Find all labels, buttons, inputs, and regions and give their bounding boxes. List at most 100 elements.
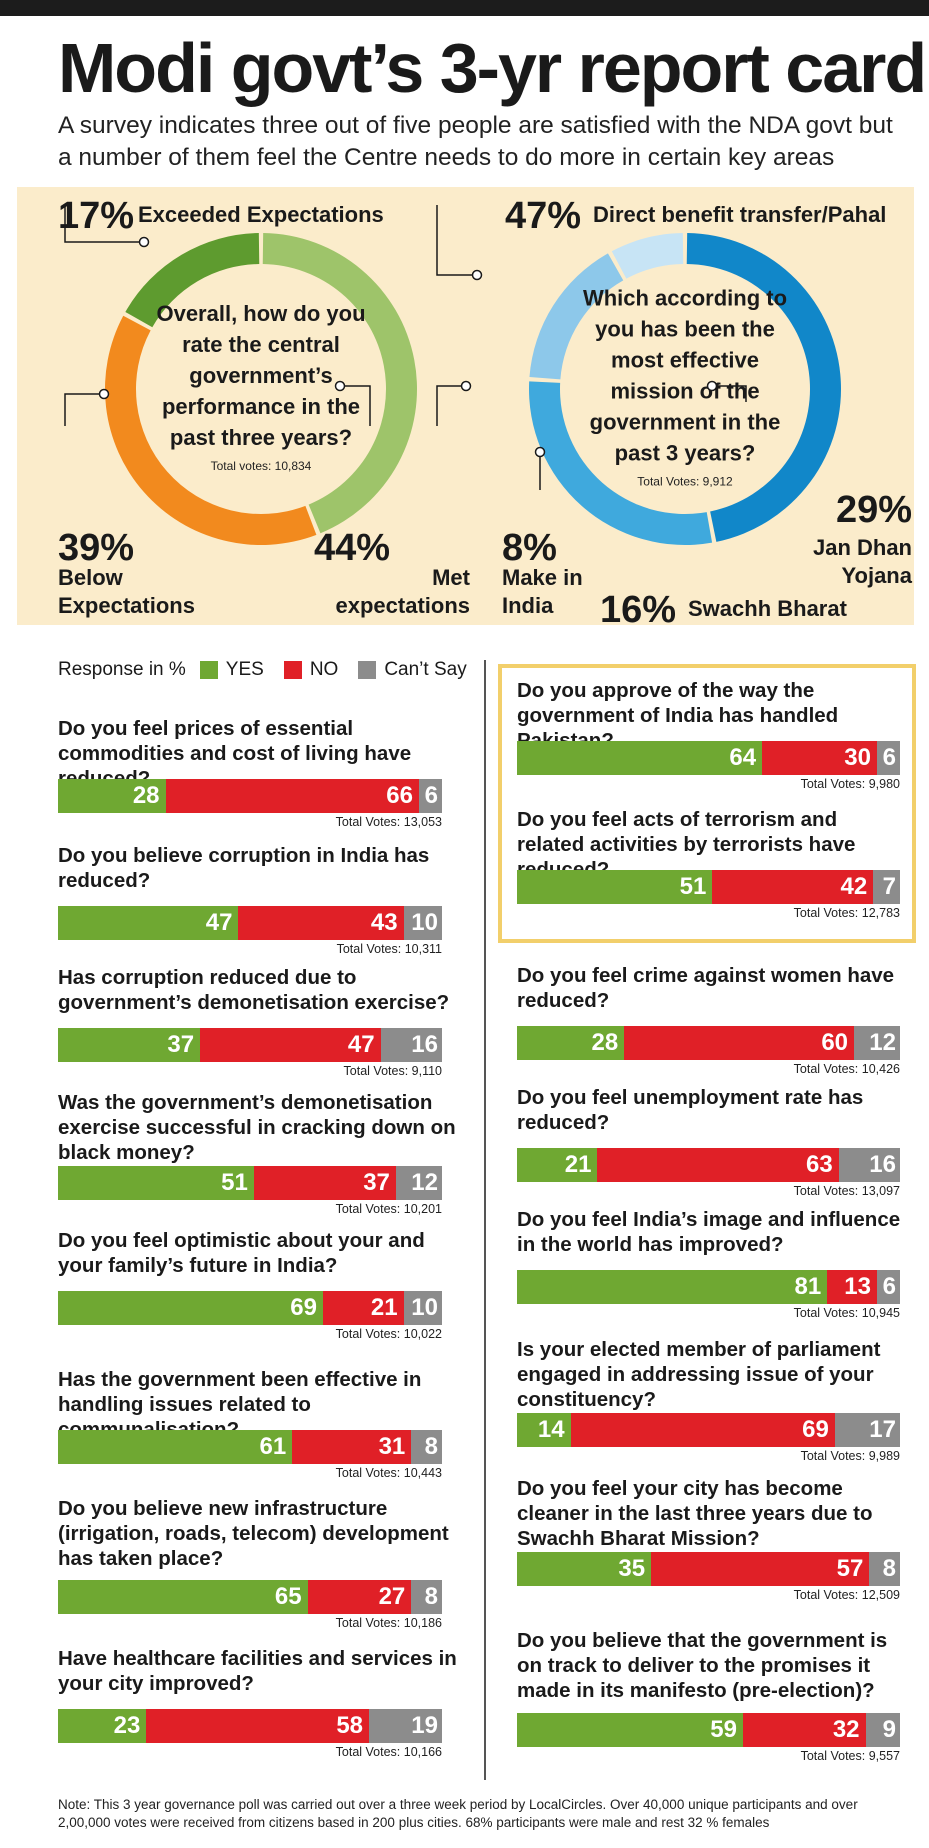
donut-1-slice-1-label: Met <box>432 565 471 590</box>
votes-right-2: Total Votes: 12,783 <box>793 906 900 920</box>
bar-left-4-no-label: 37 <box>363 1169 390 1196</box>
donut-2-slice-4 <box>611 233 684 279</box>
bar-left-2-yes: 47 <box>58 906 239 940</box>
donut-2-slice-2-value: 29% <box>836 489 912 531</box>
bar-left-5-cant-say-label: 10 <box>411 1294 438 1321</box>
bar-left-6: 61 31 8 <box>58 1430 442 1464</box>
question-left-5: Do you feel optimistic about your and yo… <box>58 1229 425 1277</box>
bar-left-4: 51 37 12 <box>58 1166 442 1200</box>
bar-right-1-no-label: 30 <box>844 744 871 771</box>
bar-left-8-no: 58 <box>146 1709 370 1743</box>
bar-left-6-yes: 61 <box>58 1430 293 1464</box>
donut-2-slice-2-label: Jan Dhan <box>813 535 912 560</box>
bar-left-4-yes: 51 <box>58 1166 254 1200</box>
bar-right-2-cant-say-label: 7 <box>882 873 896 900</box>
bar-left-7-no-label: 27 <box>378 1583 406 1610</box>
leader-line-2 <box>64 393 104 426</box>
bar-right-3-yes: 28 <box>517 1026 625 1060</box>
bar-right-6-no-label: 69 <box>802 1416 829 1443</box>
donut-2-slice-4-label: India <box>502 593 554 618</box>
bar-right-3-cant-say-label: 12 <box>869 1029 896 1056</box>
bar-left-7-cant-say-label: 8 <box>424 1583 438 1610</box>
donut-2-slice-4-label: Make in <box>502 565 583 590</box>
bar-left-3-no-label: 47 <box>347 1031 375 1058</box>
bar-left-8-cant-say-label: 19 <box>411 1712 438 1739</box>
legend-title: Response in % <box>58 659 186 680</box>
donut-1-slice-2-label: Expectations <box>58 593 195 618</box>
donut-1-slice-1 <box>262 233 418 534</box>
legend-swatch-no <box>283 661 302 679</box>
bar-left-2-yes-label: 47 <box>205 909 233 936</box>
donut-1-question-line: rate the central <box>182 332 340 357</box>
bar-right-5: 81 13 6 <box>517 1270 900 1304</box>
bar-left-5-yes: 69 <box>58 1291 323 1325</box>
bar-left-5: 69 21 10 <box>58 1291 442 1325</box>
bar-right-2-yes: 51 <box>517 870 713 904</box>
bar-right-8-no-label: 32 <box>832 1716 860 1743</box>
bar-right-2-cant-say: 7 <box>873 870 900 904</box>
leader-line-1 <box>64 205 144 243</box>
bar-right-1-no: 30 <box>762 741 877 775</box>
leader-dot-3 <box>334 380 346 392</box>
bar-left-2-cant-say-label: 10 <box>411 909 438 936</box>
bar-left-3-no: 47 <box>200 1028 381 1062</box>
bar-right-3-no-label: 60 <box>821 1029 849 1056</box>
bar-right-6-no: 69 <box>570 1413 835 1447</box>
bar-right-4: 21 63 16 <box>517 1148 900 1182</box>
donut-1-question-line: performance in the <box>162 394 360 419</box>
votes-right-7: Total Votes: 12,509 <box>793 1588 900 1602</box>
leader-dot-4 <box>471 269 483 281</box>
donut-2-slice-4-value: 8% <box>502 527 557 569</box>
donut-1-question-line: Overall, how do you <box>156 301 365 326</box>
bar-left-1-yes-label: 28 <box>132 782 160 809</box>
leader-line-7 <box>436 385 466 426</box>
bar-right-8-cant-say-label: 9 <box>882 1716 896 1743</box>
bar-right-5-yes: 81 <box>517 1270 828 1304</box>
donut-2-slice-3-value: 16% <box>600 589 676 631</box>
votes-left-2: Total Votes: 10,311 <box>336 942 442 956</box>
column-divider <box>484 660 486 1780</box>
leader-line-4 <box>436 205 477 276</box>
question-right-8: Do you believe that the government is on… <box>517 1629 888 1702</box>
donut-1-slice-3-label: Exceeded Expectations <box>138 202 384 227</box>
bar-right-3-yes-label: 28 <box>591 1029 619 1056</box>
bar-left-2-no: 43 <box>238 906 404 940</box>
question-left-2: Do you believe corruption in India has r… <box>58 844 430 892</box>
bar-right-5-yes-label: 81 <box>794 1273 822 1300</box>
leader-dot-6 <box>534 446 546 458</box>
votes-left-5: Total Votes: 10,022 <box>335 1327 442 1341</box>
votes-right-6: Total Votes: 9,989 <box>800 1449 900 1463</box>
bar-left-3-cant-say-label: 16 <box>411 1031 438 1058</box>
question-left-6: Has the government been effective in han… <box>58 1368 422 1441</box>
bar-left-8-yes: 23 <box>58 1709 147 1743</box>
leader-line-3 <box>340 385 371 426</box>
bar-right-5-cant-say: 6 <box>877 1270 900 1304</box>
bar-right-4-cant-say: 16 <box>838 1148 900 1182</box>
votes-left-8: Total Votes: 10,166 <box>335 1745 442 1759</box>
bar-left-1-no-label: 66 <box>386 782 413 809</box>
bar-right-1: 64 30 6 <box>517 741 900 775</box>
bar-left-4-cant-say: 12 <box>395 1166 442 1200</box>
bar-left-4-yes-label: 51 <box>221 1169 248 1196</box>
bar-right-4-cant-say-label: 16 <box>869 1151 896 1178</box>
leader-line-5 <box>712 385 747 402</box>
bar-right-8-yes: 59 <box>517 1713 743 1747</box>
bar-left-2-no-label: 43 <box>370 909 398 936</box>
bar-right-6-cant-say: 17 <box>834 1413 900 1447</box>
donut-1-slice-1-value: 44% <box>314 527 390 569</box>
donut-2-question-line: most effective <box>611 348 759 373</box>
bar-right-2: 51 42 7 <box>517 870 900 904</box>
question-left-4: Was the government’s demonetisation exer… <box>58 1091 456 1164</box>
bar-left-7-no: 27 <box>307 1580 412 1614</box>
bar-left-3: 37 47 16 <box>58 1028 442 1062</box>
bar-left-1-no: 66 <box>165 779 419 813</box>
votes-left-1: Total Votes: 13,053 <box>335 815 442 829</box>
donut-2-question-line: you has been the <box>595 317 775 342</box>
donut-2-votes: Total Votes: 9,912 <box>637 475 733 489</box>
bar-right-8-yes-label: 59 <box>710 1716 737 1743</box>
bar-left-3-yes: 37 <box>58 1028 201 1062</box>
donut-2-question-line: government in the <box>590 410 781 435</box>
bar-left-8-yes-label: 23 <box>113 1712 141 1739</box>
bar-right-3-cant-say: 12 <box>854 1026 900 1060</box>
bar-left-1-cant-say-label: 6 <box>424 782 438 809</box>
